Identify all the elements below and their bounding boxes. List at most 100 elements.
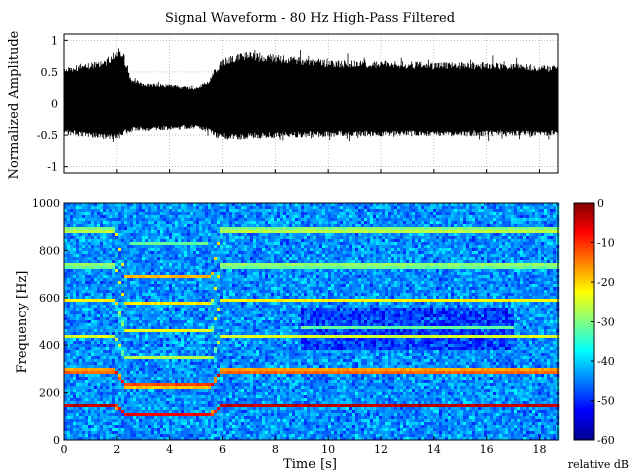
spectrogram-cell bbox=[193, 230, 197, 234]
spectrogram-cell bbox=[178, 236, 182, 240]
spectrogram-cell bbox=[112, 353, 116, 357]
spectrogram-cell bbox=[133, 383, 137, 387]
spectrogram-cell bbox=[88, 218, 92, 222]
spectrogram-cell bbox=[145, 260, 149, 264]
spectrogram-cell bbox=[199, 392, 203, 396]
spectrogram-cell bbox=[133, 413, 137, 417]
spectrogram-cell bbox=[97, 365, 101, 369]
spectrogram-cell bbox=[82, 227, 86, 231]
spectrogram-cell bbox=[94, 245, 98, 249]
spectrogram-cell bbox=[79, 353, 83, 357]
spectrogram-cell bbox=[232, 236, 236, 240]
spectrogram-cell bbox=[142, 392, 146, 396]
spectrogram-cell bbox=[154, 209, 158, 213]
spectrogram-cell bbox=[202, 410, 206, 414]
spectrogram-cell bbox=[229, 269, 233, 273]
spectrogram-cell bbox=[91, 359, 95, 363]
spectrogram-cell bbox=[115, 218, 119, 222]
spectrogram-cell bbox=[214, 350, 218, 354]
spectrogram-cell bbox=[67, 230, 71, 234]
spectrogram-cell bbox=[172, 350, 176, 354]
spectrogram-cell bbox=[241, 344, 245, 348]
spectrogram-cell bbox=[142, 203, 146, 207]
spectrogram-cell bbox=[112, 263, 116, 267]
spectrogram-cell bbox=[100, 266, 104, 270]
spectrogram-cell bbox=[115, 281, 119, 285]
spectrogram-cell bbox=[211, 215, 215, 219]
spectrogram-cell bbox=[208, 356, 212, 360]
spectrogram-cell bbox=[145, 296, 149, 300]
spectrogram-cell bbox=[67, 374, 71, 378]
spectrogram-cell bbox=[88, 263, 92, 267]
spectrogram-cell bbox=[121, 293, 125, 297]
spectrogram-cell bbox=[169, 299, 173, 303]
spectrogram-cell bbox=[106, 431, 110, 435]
spectrogram-cell bbox=[205, 323, 209, 327]
spectrogram-cell bbox=[181, 371, 185, 375]
spectrogram-cell bbox=[160, 353, 164, 357]
spectrogram-cell bbox=[211, 239, 215, 243]
spectrogram-cell bbox=[220, 371, 224, 375]
spectrogram-cell bbox=[208, 314, 212, 318]
spectrogram-cell bbox=[178, 299, 182, 303]
spectrogram-cell bbox=[190, 236, 194, 240]
spectrogram-cell bbox=[244, 368, 248, 372]
spectrogram-cell bbox=[184, 422, 188, 426]
spectrogram-cell bbox=[163, 344, 167, 348]
spectrogram-cell bbox=[181, 263, 185, 267]
spectrogram-cell bbox=[244, 296, 248, 300]
spectrogram-cell bbox=[100, 275, 104, 279]
spectrogram-cell bbox=[118, 401, 122, 405]
spectrogram-cell bbox=[148, 296, 152, 300]
spectrogram-cell bbox=[124, 218, 128, 222]
spectrogram-cell bbox=[184, 299, 188, 303]
spectrogram-cell bbox=[205, 392, 209, 396]
spectrogram-cell bbox=[187, 224, 191, 228]
spectrogram-cell bbox=[73, 383, 77, 387]
spectrogram-cell bbox=[118, 407, 122, 411]
spectrogram-cell bbox=[121, 362, 125, 366]
spectrogram-cell bbox=[241, 284, 245, 288]
spectrogram-cell bbox=[67, 434, 71, 438]
spectrogram-cell bbox=[166, 290, 170, 294]
spectrogram-cell bbox=[208, 236, 212, 240]
spectrogram-cell bbox=[145, 365, 149, 369]
spectrogram-cell bbox=[85, 398, 89, 402]
spectrogram-cell bbox=[211, 275, 215, 279]
spectrogram-cell bbox=[196, 356, 200, 360]
spectrogram-cell bbox=[214, 386, 218, 390]
spectrogram-cell bbox=[178, 332, 182, 336]
spectrogram-cell bbox=[70, 254, 74, 258]
spectrogram-cell bbox=[217, 347, 221, 351]
spectrogram-cell bbox=[235, 290, 239, 294]
spectrogram-cell bbox=[142, 401, 146, 405]
spectrogram-cell bbox=[187, 248, 191, 252]
spectrogram-cell bbox=[235, 248, 239, 252]
spectrogram-cell bbox=[130, 308, 134, 312]
spectrogram-cell bbox=[76, 278, 80, 282]
spectrogram-cell bbox=[157, 320, 161, 324]
spectrogram-cell bbox=[97, 209, 101, 213]
spectrogram-cell bbox=[82, 431, 86, 435]
spectrogram-cell bbox=[214, 305, 218, 309]
spectrogram-cell bbox=[85, 395, 89, 399]
spectrogram-cell bbox=[91, 215, 95, 219]
spectrogram-cell bbox=[94, 281, 98, 285]
spectrogram-cell bbox=[148, 392, 152, 396]
spectrogram-cell bbox=[238, 311, 242, 315]
spectrogram-cell bbox=[91, 245, 95, 249]
spectrogram-cell bbox=[160, 419, 164, 423]
spectrogram-cell bbox=[106, 434, 110, 438]
spectrogram-cell bbox=[139, 281, 143, 285]
spectrogram-cell bbox=[106, 266, 110, 270]
spectrogram-cell bbox=[163, 221, 167, 225]
spectrogram-cell bbox=[79, 320, 83, 324]
spectrogram-cell bbox=[205, 437, 209, 441]
spectrogram-cell bbox=[151, 266, 155, 270]
spectrogram-cell bbox=[151, 206, 155, 210]
spectrogram-cell bbox=[97, 254, 101, 258]
spectrogram-cell bbox=[82, 380, 86, 384]
spectrogram-cell bbox=[124, 278, 128, 282]
spectrogram-cell bbox=[205, 419, 209, 423]
spectrogram-cell bbox=[190, 305, 194, 309]
